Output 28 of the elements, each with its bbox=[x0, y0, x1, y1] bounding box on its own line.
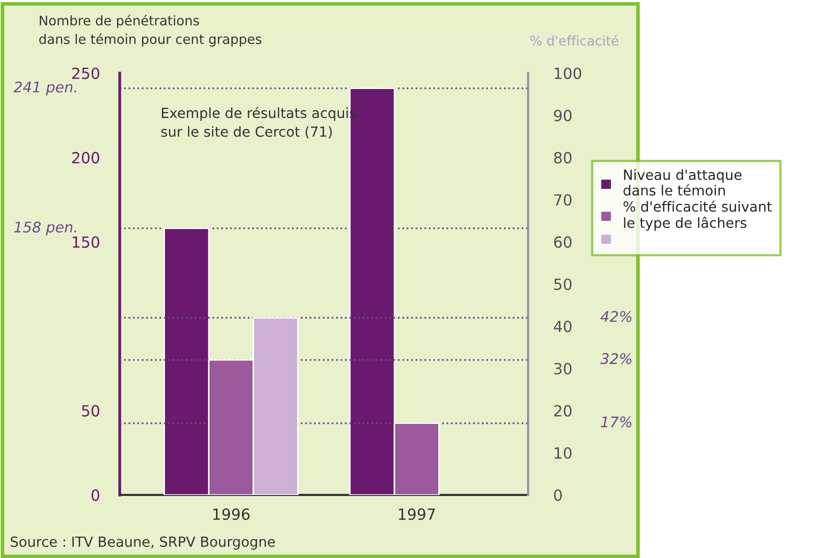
y-tick-label: 250 bbox=[72, 68, 100, 80]
x-tick-label: 1997 bbox=[398, 508, 435, 520]
ref-line-label: 17% bbox=[601, 416, 632, 428]
ref-line-label: 42% bbox=[600, 310, 632, 322]
y2-tick-label: 70 bbox=[554, 194, 572, 206]
y2-tick-label: 100 bbox=[554, 68, 582, 80]
y2-tick-label: 50 bbox=[554, 278, 572, 290]
y2-tick-label: 0 bbox=[554, 489, 562, 501]
y-tick-label: 0 bbox=[92, 489, 100, 501]
y2-axis-title: % d'efficacité bbox=[530, 34, 618, 46]
legend-label: Niveau d'attaque dans le témoin bbox=[624, 169, 742, 196]
y2-tick-label: 60 bbox=[554, 236, 572, 248]
y2-tick-label: 80 bbox=[554, 152, 572, 164]
ref-line-label: 241 pen. bbox=[14, 81, 76, 96]
ref-line-label: 32% bbox=[600, 353, 632, 364]
y-tick-label: 150 bbox=[72, 236, 100, 248]
source-note: Source : ITV Beaune, SRPV Bourgogne bbox=[10, 536, 275, 550]
y2-tick-label: 10 bbox=[554, 447, 572, 459]
y2-tick-label: 90 bbox=[554, 110, 572, 122]
legend-label: % d'efficacité suivant le type de lâchers bbox=[624, 200, 772, 231]
y2-tick-label: 40 bbox=[554, 320, 572, 332]
y2-tick-label: 20 bbox=[554, 405, 572, 417]
ref-line-label: 158 pen. bbox=[14, 222, 76, 236]
y-axis-title: Nombre de pénétrations dans le témoin pour cent grappes bbox=[39, 14, 262, 47]
y-tick-label: 50 bbox=[82, 405, 100, 417]
y2-tick-label: 30 bbox=[554, 362, 572, 374]
x-tick-label: 1996 bbox=[213, 508, 250, 520]
y-tick-label: 200 bbox=[72, 152, 100, 164]
